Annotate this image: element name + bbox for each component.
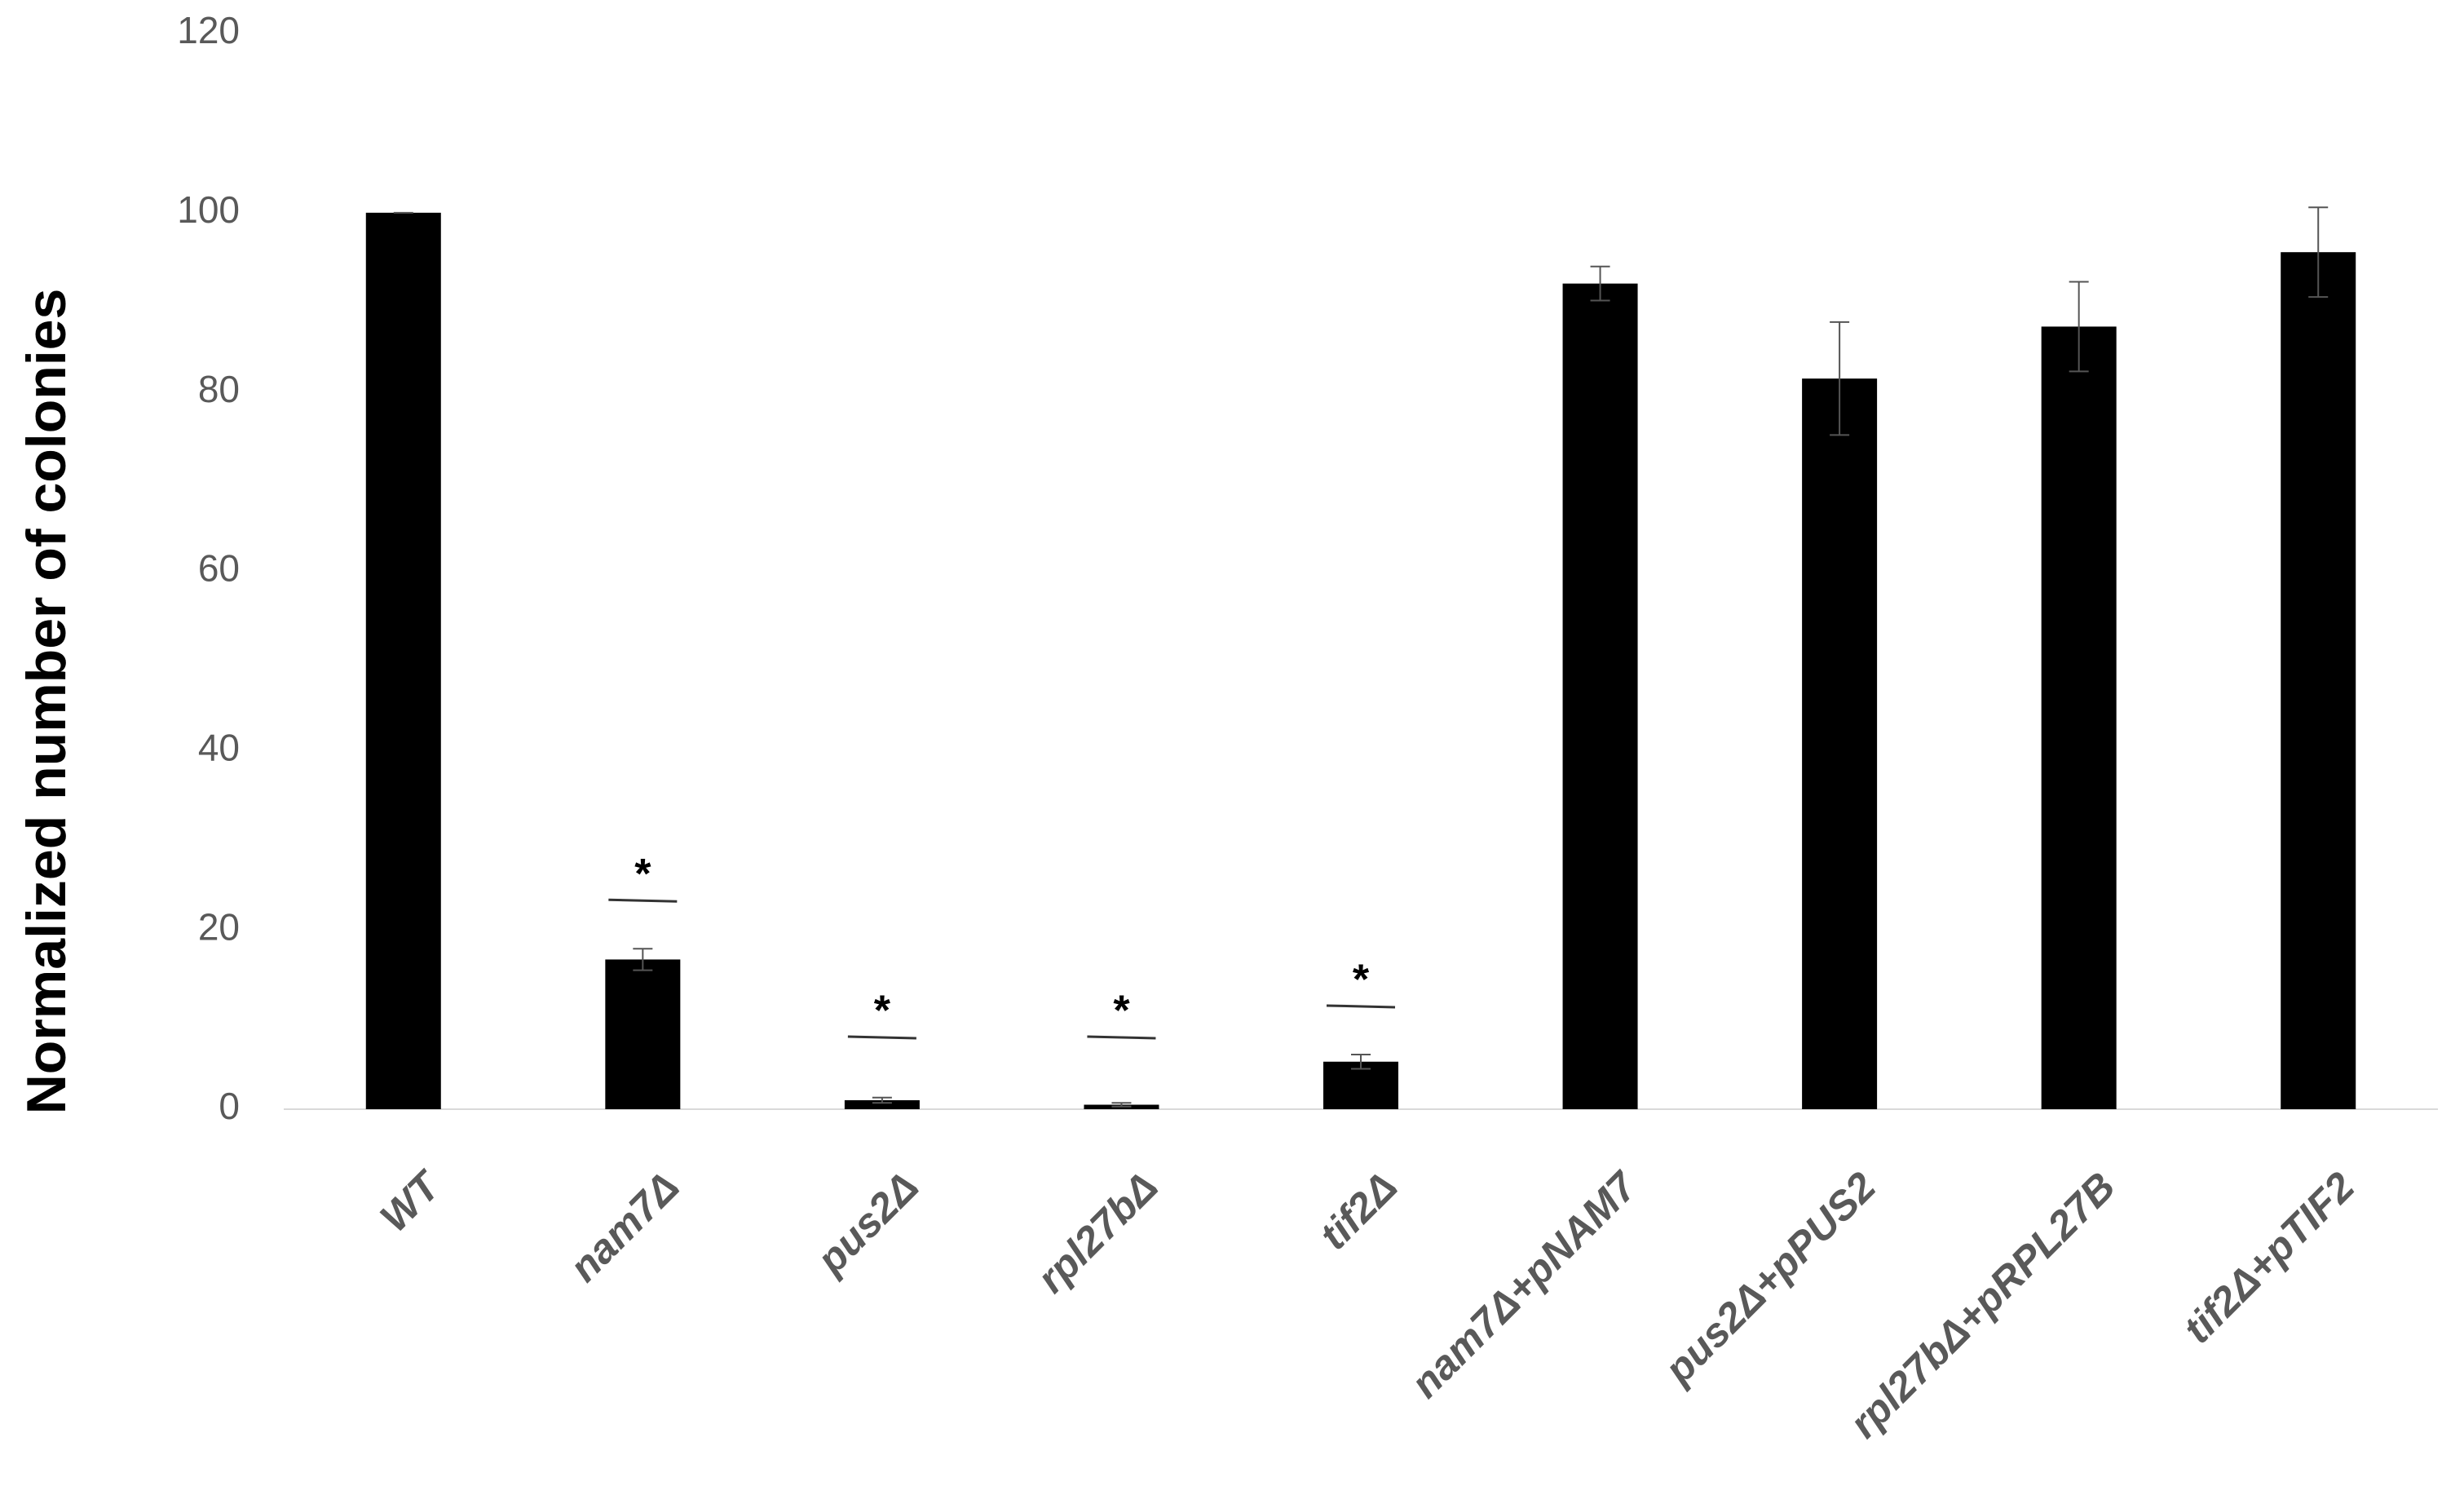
bar — [365, 212, 441, 1109]
error-bar — [1590, 265, 1610, 302]
significance-label: * — [874, 988, 891, 1035]
error-bar — [2069, 281, 2089, 373]
x-tick-label: WT — [371, 1161, 451, 1241]
x-tick-label: tif2Δ+pTIF2 — [2175, 1163, 2363, 1351]
significance-line — [1087, 1035, 1156, 1040]
error-bar — [1351, 1053, 1371, 1070]
x-tick-label: pus2Δ — [807, 1164, 927, 1284]
x-tick-label: rpl27bΔ+pRPL27B — [1841, 1164, 2124, 1447]
bar — [1802, 378, 1878, 1109]
y-tick-label: 120 — [177, 9, 240, 51]
x-tick-label: tif2Δ — [1311, 1164, 1406, 1258]
y-tick-label: 20 — [198, 905, 240, 948]
significance-label: * — [1113, 988, 1130, 1035]
x-tick-label: pus2Δ+pPUS2 — [1654, 1163, 1884, 1393]
bar — [1562, 283, 1638, 1110]
error-bar — [633, 948, 653, 971]
y-tick-label: 80 — [198, 368, 240, 410]
bar — [605, 959, 681, 1109]
error-bar — [1830, 321, 1850, 436]
x-tick-label: nam7Δ — [561, 1164, 688, 1291]
error-bar — [1111, 1102, 1132, 1108]
bar — [2281, 252, 2356, 1109]
y-tick-label: 100 — [177, 188, 240, 231]
y-axis-title: Normalized number of colonies — [15, 289, 77, 1115]
significance-label: * — [634, 851, 651, 898]
x-tick-label: rpl27bΔ — [1028, 1164, 1166, 1302]
y-tick-label: 60 — [198, 547, 240, 590]
significance-line — [1326, 1004, 1396, 1009]
significance-line — [608, 898, 678, 903]
error-bar — [2308, 206, 2329, 299]
significance-label: * — [1353, 957, 1370, 1004]
significance-line — [847, 1035, 916, 1040]
error-bar — [872, 1096, 892, 1104]
x-tick-label: nam7Δ+pNAM7 — [1402, 1162, 1647, 1407]
bar — [844, 1100, 920, 1109]
bar — [2041, 326, 2117, 1109]
y-tick-label: 40 — [198, 726, 240, 768]
y-tick-label: 0 — [219, 1085, 240, 1127]
